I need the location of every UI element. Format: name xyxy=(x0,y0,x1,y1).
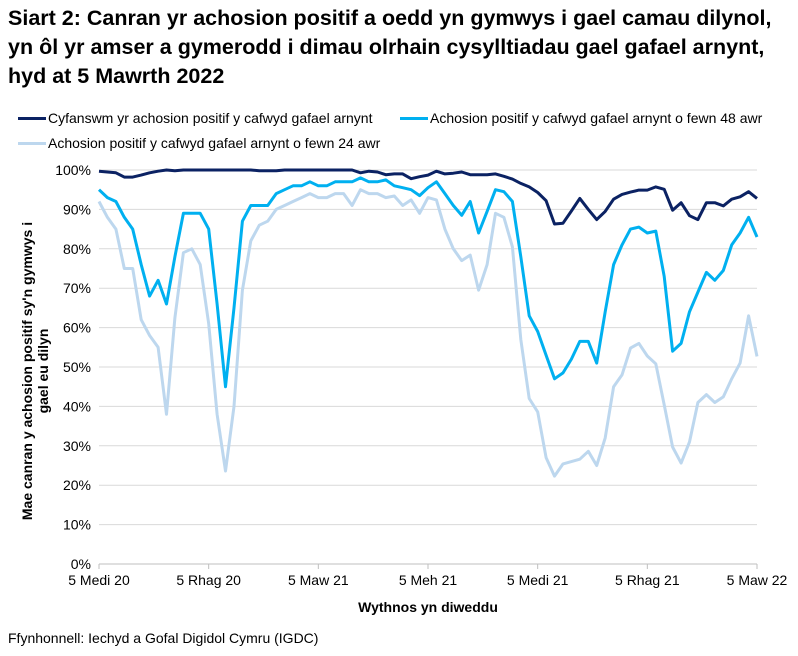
legend-item-total: Cyfanswm yr achosion positif y cafwyd ga… xyxy=(18,110,372,126)
x-tick-label: 5 Maw 22 xyxy=(727,572,788,588)
x-tick-label: 5 Medi 20 xyxy=(68,572,130,588)
y-tick-label: 90% xyxy=(63,201,91,217)
y-tick-label: 50% xyxy=(63,359,91,375)
x-tick-label: 5 Medi 21 xyxy=(507,572,569,588)
x-tick-label: 5 Meh 21 xyxy=(399,572,458,588)
legend-label-total: Cyfanswm yr achosion positif y cafwyd ga… xyxy=(48,110,373,126)
series-line-2 xyxy=(97,188,759,478)
y-tick-label: 60% xyxy=(63,320,91,336)
y-tick-label: 20% xyxy=(63,477,91,493)
x-tick-label: 5 Rhag 20 xyxy=(176,572,241,588)
source-note: Ffynhonnell: Iechyd a Gofal Digidol Cymr… xyxy=(8,630,319,646)
legend-swatch-48h xyxy=(400,116,428,120)
y-tick-label: 30% xyxy=(63,438,91,454)
y-tick-label: 70% xyxy=(63,280,91,296)
legend-swatch-total xyxy=(18,116,46,120)
chart-title: Siart 2: Canran yr achosion positif a oe… xyxy=(8,6,772,88)
legend-swatch-24h xyxy=(18,141,46,145)
legend-label-24h: Achosion positif y cafwyd gafael arnynt … xyxy=(48,135,381,151)
y-tick-label: 80% xyxy=(63,241,91,257)
series-line-1 xyxy=(97,176,759,389)
legend-item-24h: Achosion positif y cafwyd gafael arnynt … xyxy=(18,135,380,151)
y-axis-label: Mae canran y achosion positif sy'n gymwy… xyxy=(19,221,51,521)
y-tick-label: 100% xyxy=(55,162,91,178)
y-tick-label: 0% xyxy=(71,556,91,572)
y-tick-label: 40% xyxy=(63,398,91,414)
x-tick-label: 5 Rhag 21 xyxy=(615,572,680,588)
legend-item-48h: Achosion positif y cafwyd gafael arnynt … xyxy=(400,110,762,126)
legend-label-48h: Achosion positif y cafwyd gafael arnynt … xyxy=(430,110,763,126)
series-line-0 xyxy=(98,168,758,226)
x-tick-label: 5 Maw 21 xyxy=(288,572,349,588)
x-axis-label: Wythnos yn diweddu xyxy=(358,599,498,615)
y-tick-label: 10% xyxy=(63,517,91,533)
